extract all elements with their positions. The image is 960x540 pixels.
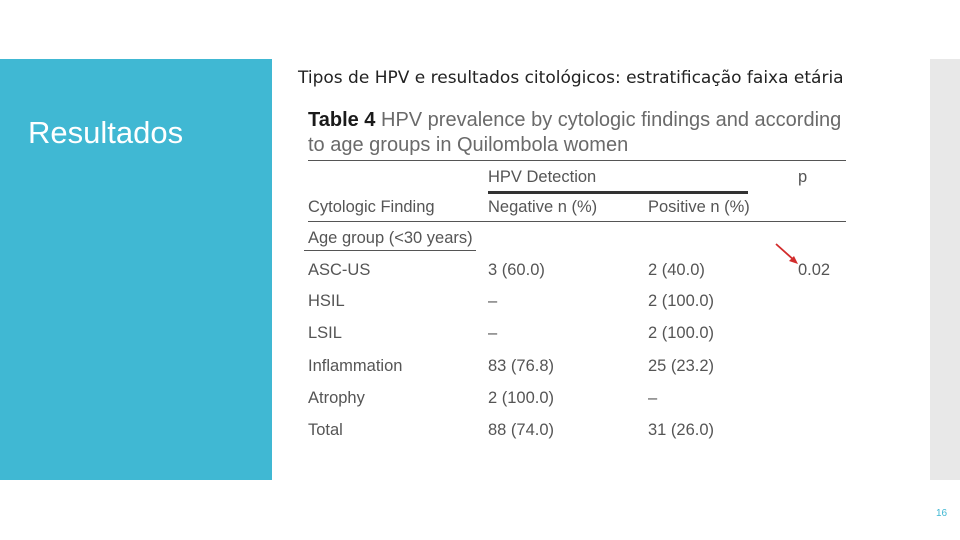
red-arrow-icon [775, 243, 798, 264]
row-positive: 31 (26.0) [648, 421, 715, 439]
slide-subtitle: Tipos de HPV e resultados citológicos: e… [298, 68, 844, 88]
row-negative: – [488, 324, 498, 342]
table-image: Table 4 HPV prevalence by cytologic find… [300, 104, 860, 449]
row-negative: 3 (60.0) [488, 261, 545, 279]
section-title: Resultados [28, 115, 184, 150]
right-gray-strip [930, 59, 960, 480]
row-positive: 2 (100.0) [648, 292, 715, 310]
row-finding: Total [308, 421, 343, 439]
row-positive: 2 (40.0) [648, 261, 705, 279]
row-negative: – [488, 292, 498, 310]
row-positive: 2 (100.0) [648, 324, 715, 342]
row-negative: 2 (100.0) [488, 389, 555, 407]
row-negative: 88 (74.0) [488, 421, 555, 439]
row-negative: 83 (76.8) [488, 357, 555, 375]
table-caption-text: HPV prevalence by cytologic findings and… [308, 109, 842, 156]
col-negative: Negative n (%) [488, 198, 598, 216]
table-caption-label: Table 4 [308, 109, 376, 131]
row-finding: ASC-US [308, 261, 371, 279]
p-value-header: p [798, 168, 808, 186]
table-caption: Table 4 HPV prevalence by cytologic find… [308, 108, 853, 158]
row-finding: HSIL [308, 292, 345, 310]
row-positive: – [648, 389, 658, 407]
row-finding: Atrophy [308, 389, 365, 407]
hpv-detection-header: HPV Detection [488, 168, 597, 186]
row-positive: 25 (23.2) [648, 357, 715, 375]
col-cytologic-finding: Cytologic Finding [308, 198, 435, 216]
page-number: 16 [936, 508, 948, 519]
header-bottom-rule [308, 221, 846, 222]
table-top-rule [308, 160, 846, 161]
row-finding: Inflammation [308, 357, 403, 375]
age-group-rule [304, 250, 476, 251]
age-group-label: Age group (<30 years) [308, 229, 473, 247]
row-finding: LSIL [308, 324, 342, 342]
left-accent-panel [0, 59, 272, 480]
col-positive: Positive n (%) [648, 198, 750, 216]
hpv-detection-rule [488, 191, 748, 194]
row-p-value: 0.02 [798, 261, 831, 279]
